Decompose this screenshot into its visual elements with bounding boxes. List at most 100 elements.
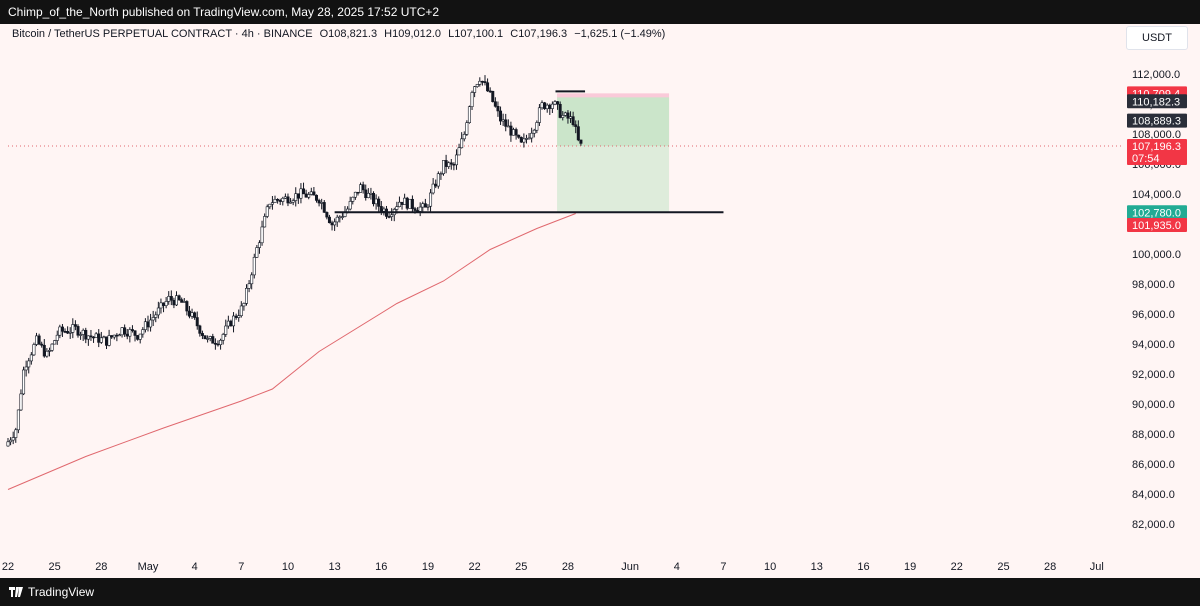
candle-down [488, 90, 492, 93]
candle-up [224, 325, 228, 335]
candle-up [348, 201, 352, 210]
candle-up [524, 138, 528, 140]
candle-down [211, 336, 215, 344]
candle-down [229, 320, 233, 327]
candle-down [322, 202, 326, 213]
candle-up [252, 256, 256, 276]
candle-up [338, 216, 342, 219]
candle-up [154, 314, 158, 318]
candle-down [325, 212, 329, 218]
candle-down [130, 329, 134, 332]
candle-up [175, 295, 179, 306]
candle-up [143, 321, 147, 330]
candle-down [180, 299, 184, 303]
candle-down [387, 216, 391, 218]
candle-up [473, 86, 477, 93]
candle-up [11, 437, 15, 441]
candle-down [60, 326, 64, 332]
candle-up [120, 327, 124, 336]
candle-down [410, 198, 414, 209]
candle-up [351, 196, 355, 202]
candle-up [232, 315, 236, 327]
price-label: 102,780.0 [1132, 207, 1181, 219]
candle-down [97, 333, 101, 343]
ohlc-close: C107,196.3 [510, 28, 568, 40]
x-tick-label: May [138, 561, 159, 573]
candle-up [164, 301, 168, 306]
candle-down [133, 330, 137, 336]
candle-down [327, 216, 331, 224]
candle-down [480, 80, 484, 83]
candle-up [35, 335, 39, 345]
x-tick-label: 25 [997, 561, 1009, 573]
candle-up [16, 409, 20, 431]
candle-down [187, 310, 191, 317]
x-tick-label: Jul [1090, 561, 1104, 573]
candle-up [94, 333, 98, 338]
candles [6, 75, 583, 447]
y-tick-label: 82,000.0 [1132, 519, 1175, 531]
x-tick-label: 28 [95, 561, 107, 573]
candle-up [408, 198, 412, 209]
price-label-bg [1127, 139, 1187, 166]
candle-down [413, 208, 417, 211]
candle-down [519, 137, 523, 143]
candle-up [462, 134, 466, 140]
candle-down [203, 335, 207, 340]
candle-down [162, 302, 166, 306]
candle-down [234, 315, 238, 318]
candle-up [226, 320, 230, 327]
price-label-bg [1127, 205, 1187, 220]
candle-up [268, 203, 272, 208]
candle-down [434, 183, 438, 187]
candle-down [37, 335, 41, 345]
x-tick-label: 22 [951, 561, 963, 573]
candle-up [81, 329, 85, 335]
candle-down [63, 331, 67, 333]
candle-down [499, 110, 503, 122]
price-label-bg [1127, 217, 1187, 232]
currency-button[interactable]: USDT [1126, 26, 1188, 50]
candle-down [286, 196, 290, 204]
countdown-label: 07:54 [1132, 153, 1160, 165]
candle-up [206, 338, 210, 340]
candle-down [449, 162, 453, 165]
candle-up [333, 221, 337, 226]
y-tick-label: 92,000.0 [1132, 369, 1175, 381]
candle-up [457, 147, 461, 156]
candle-up [467, 106, 471, 123]
candle-up [47, 350, 51, 352]
candle-up [208, 336, 212, 339]
ohlc-high: H109,012.0 [384, 28, 442, 40]
candle-up [550, 103, 554, 109]
candle-up [250, 274, 254, 285]
x-tick-label: 7 [720, 561, 726, 573]
x-tick-label: 10 [282, 561, 294, 573]
y-tick-label: 84,000.0 [1132, 489, 1175, 501]
candle-up [55, 334, 59, 341]
price-chart[interactable]: 82,000.0 84,000.0 86,000.0 88,000.0 90,000.0… [0, 24, 1200, 578]
candle-down [379, 206, 383, 212]
candle-up [561, 115, 565, 118]
candle-up [156, 307, 160, 316]
candle-up [107, 335, 111, 346]
price-label-bg [1127, 94, 1187, 109]
candle-up [320, 202, 324, 204]
candle-down [115, 334, 119, 337]
candle-up [403, 197, 407, 205]
x-tick-label: 22 [2, 561, 14, 573]
candle-up [117, 334, 121, 337]
candle-up [86, 335, 90, 340]
candle-up [32, 344, 36, 356]
candle-down [571, 116, 575, 126]
moving-average-line [7, 213, 576, 490]
candle-up [374, 198, 378, 205]
publisher-text: Chimp_of_the_North published on TradingV… [8, 5, 440, 19]
symbol-header: Bitcoin / TetherUS PERPETUAL CONTRACT · … [12, 28, 669, 40]
symbol-title: Bitcoin / TetherUS PERPETUAL CONTRACT · … [12, 28, 313, 40]
candle-down [377, 198, 381, 207]
y-tick-label: 96,000.0 [1132, 309, 1175, 321]
chart-area[interactable]: 82,000.0 84,000.0 86,000.0 88,000.0 90,000.0… [0, 24, 1200, 578]
candle-up [289, 201, 293, 204]
candle-down [276, 199, 280, 201]
